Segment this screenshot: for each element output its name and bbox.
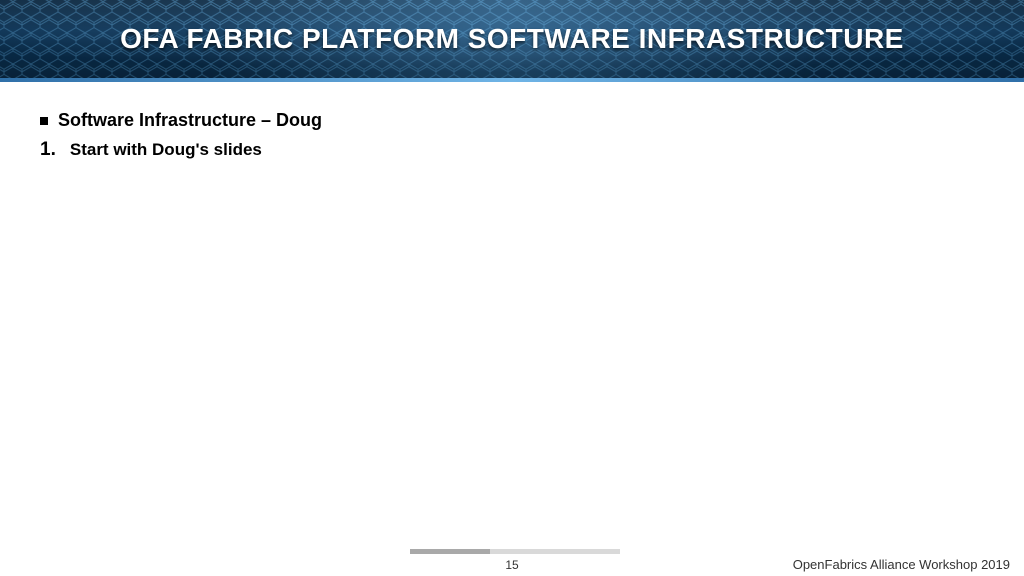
numbered-text: Start with Doug's slides bbox=[70, 140, 262, 160]
numbered-item: 1. Start with Doug's slides bbox=[40, 139, 984, 161]
slide-footer: 15 OpenFabrics Alliance Workshop 2019 bbox=[0, 546, 1024, 576]
slide-header: OFA FABRIC PLATFORM SOFTWARE INFRASTRUCT… bbox=[0, 0, 1024, 82]
slide-body: Software Infrastructure – Doug 1. Start … bbox=[40, 110, 984, 161]
bullet-text: Software Infrastructure – Doug bbox=[58, 110, 322, 131]
bullet-item: Software Infrastructure – Doug bbox=[40, 110, 984, 131]
progress-track bbox=[410, 549, 620, 554]
numbered-marker: 1. bbox=[40, 139, 56, 161]
bullet-marker-icon bbox=[40, 117, 48, 125]
page-number: 15 bbox=[505, 558, 518, 572]
footer-right-text: OpenFabrics Alliance Workshop 2019 bbox=[793, 557, 1010, 572]
slide-title: OFA FABRIC PLATFORM SOFTWARE INFRASTRUCT… bbox=[0, 23, 1024, 55]
slide: OFA FABRIC PLATFORM SOFTWARE INFRASTRUCT… bbox=[0, 0, 1024, 576]
progress-fill bbox=[410, 549, 490, 554]
